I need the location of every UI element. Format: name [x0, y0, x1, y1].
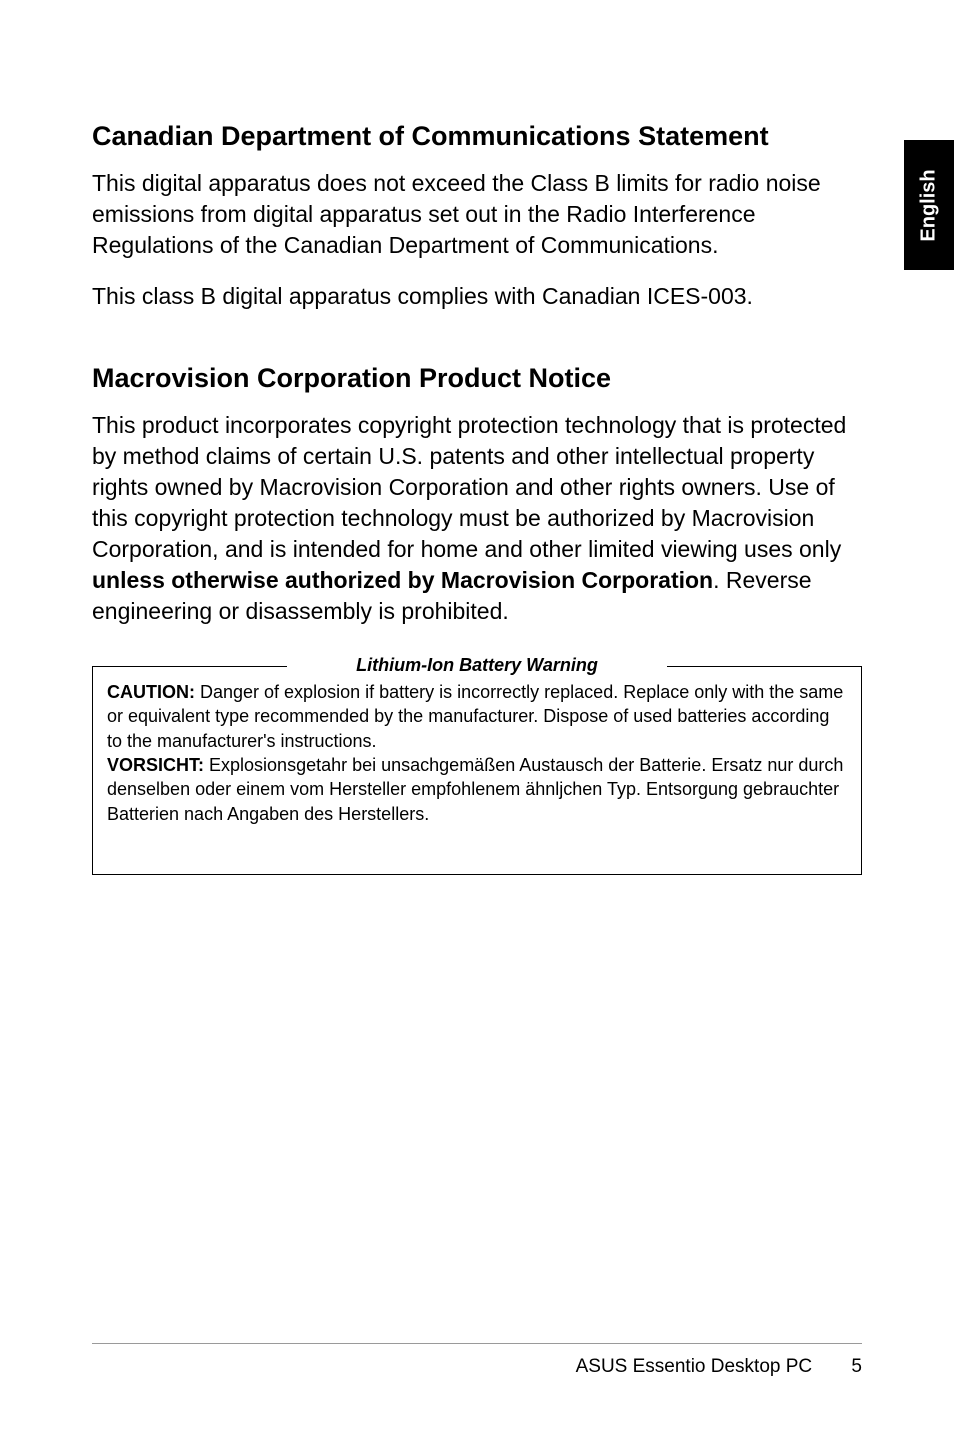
warning-box: Lithium-Ion Battery Warning CAUTION: Dan…: [92, 655, 862, 875]
warning-rule-left: [92, 666, 287, 667]
vorsicht-text: Explosionsgetahr bei unsachgemäßen Austa…: [107, 755, 843, 824]
warning-body: CAUTION: Danger of explosion if battery …: [92, 666, 862, 875]
paragraph-canadian-1: This digital apparatus does not exceed t…: [92, 168, 862, 261]
macrovision-pre: This product incorporates copyright prot…: [92, 412, 846, 562]
caution-label: CAUTION:: [107, 682, 195, 702]
caution-text: Danger of explosion if battery is incorr…: [107, 682, 843, 751]
warning-rule-right: [667, 666, 862, 667]
footer-page-number: 5: [851, 1356, 862, 1378]
vorsicht-label: VORSICHT:: [107, 755, 204, 775]
macrovision-bold: unless otherwise authorized by Macrovisi…: [92, 567, 713, 593]
paragraph-canadian-2: This class B digital apparatus complies …: [92, 281, 862, 312]
footer-product: ASUS Essentio Desktop PC: [576, 1356, 813, 1377]
heading-canadian: Canadian Department of Communications St…: [92, 120, 862, 154]
page-content: Canadian Department of Communications St…: [0, 0, 954, 1438]
heading-macrovision: Macrovision Corporation Product Notice: [92, 362, 862, 396]
page-footer: ASUS Essentio Desktop PC 5: [92, 1343, 862, 1378]
paragraph-macrovision: This product incorporates copyright prot…: [92, 410, 862, 627]
warning-title: Lithium-Ion Battery Warning: [348, 655, 606, 676]
warning-title-row: Lithium-Ion Battery Warning: [92, 655, 862, 677]
